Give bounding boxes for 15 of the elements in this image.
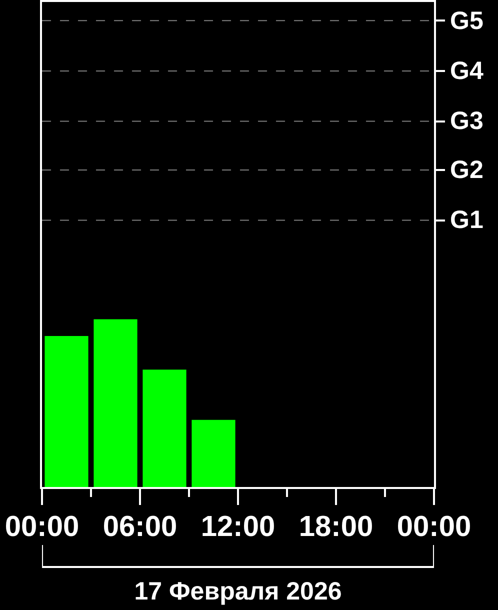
ref-line-label: G2	[450, 156, 484, 184]
x-tick-label: 06:00	[102, 510, 178, 543]
bar	[142, 370, 186, 487]
x-tick-label: 00:00	[4, 510, 80, 543]
x-tick-label: 00:00	[396, 510, 472, 543]
bar	[192, 420, 236, 487]
x-tick-label: 12:00	[200, 510, 276, 543]
bar	[94, 319, 138, 487]
x-tick-label: 18:00	[298, 510, 374, 543]
bar	[44, 336, 88, 487]
x-axis-title: 17 Февраля 2026	[134, 577, 342, 606]
ref-line-label: G3	[450, 107, 484, 135]
ref-line-label: G1	[450, 206, 484, 234]
ref-line-label: G5	[450, 7, 484, 35]
ref-line-label: G4	[450, 57, 484, 85]
